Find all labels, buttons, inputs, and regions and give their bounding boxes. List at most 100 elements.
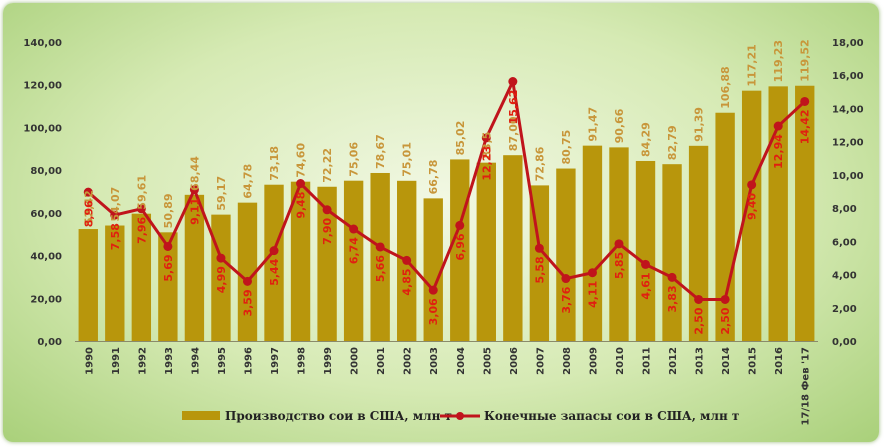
bar-data-label: 75,01 (401, 142, 414, 177)
bar (317, 186, 337, 341)
x-tick-label: 1991 (111, 347, 122, 375)
line-data-label: 12,23 (480, 146, 493, 181)
bar-data-label: 72,22 (321, 148, 334, 183)
x-tick-label: 1994 (190, 347, 201, 375)
line-point (322, 205, 332, 215)
y-left-tick-label: 40,00 (30, 252, 62, 263)
line-point (614, 239, 624, 249)
y-right-tick-label: 0,00 (832, 337, 857, 348)
bars-series (78, 85, 815, 341)
line-data-label: 9,40 (746, 193, 759, 220)
line-data-label: 6,74 (348, 237, 361, 264)
bar-data-label: 72,86 (533, 146, 546, 181)
x-tick-label: 2007 (535, 347, 546, 375)
legend-line-marker (456, 412, 464, 420)
bar (635, 160, 656, 341)
bar-data-label: 90,66 (613, 108, 626, 143)
bar-data-label: 59,61 (135, 175, 148, 210)
x-tick-label: 2008 (562, 347, 573, 375)
y-right-tick-label: 2,00 (832, 304, 857, 315)
line-data-label: 15,62 (507, 90, 520, 125)
y-left-tick-label: 80,00 (30, 166, 62, 177)
line-point (641, 259, 651, 269)
line-data-label: 9,11 (188, 198, 201, 225)
bar-data-label: 83,5 (480, 132, 493, 159)
line-point (269, 246, 279, 256)
line-data-labels: 8,96 7,58 7,96 5,69 9,11 4,99 3,59 5,44 9,48 7,90… (82, 90, 811, 335)
x-tick-label: 2010 (615, 347, 626, 375)
bar-data-label: 54,07 (109, 187, 122, 222)
y-right-tick-label: 18,00 (832, 38, 864, 49)
line-data-label: 3,83 (666, 285, 679, 312)
bar-data-label: 68,44 (188, 156, 201, 191)
line-data-label: 4,85 (401, 268, 414, 295)
line-data-label: 2,50 (693, 307, 706, 334)
x-tick-label: 2009 (588, 347, 599, 375)
x-tick-label: 2011 (642, 347, 653, 375)
x-tick-label: 2002 (403, 347, 414, 375)
y-right-tick-label: 4,00 (832, 271, 857, 282)
line-point (163, 241, 173, 251)
line-point (508, 77, 518, 87)
bar (768, 86, 788, 341)
bar-data-label: 91,39 (693, 107, 706, 142)
line-point (136, 204, 146, 214)
legend-line-label: Конечные запасы сои в США, млн т (484, 409, 739, 423)
line-data-label: 6,96 (454, 233, 467, 260)
x-tick-label: 2014 (721, 347, 732, 375)
line-data-label: 3,06 (427, 298, 440, 325)
bar (264, 184, 284, 341)
x-tick-label: 2005 (482, 347, 493, 375)
left-axis: 0,00 20,00 40,00 60,00 80,00 100,00 120,00 140,… (23, 38, 62, 348)
x-tick-label: 1997 (270, 347, 281, 375)
bar-data-label: 50,89 (162, 194, 175, 229)
y-right-tick-label: 6,00 (832, 237, 857, 248)
y-right-tick-label: 8,00 (832, 204, 857, 215)
bar-data-label: 59,17 (215, 176, 228, 211)
line-data-label: 4,61 (640, 272, 653, 299)
bar-data-label: 119,52 (799, 39, 812, 81)
y-left-tick-label: 100,00 (23, 123, 62, 134)
line-point (242, 276, 252, 286)
x-tick-label: 2015 (748, 347, 759, 375)
bar (582, 145, 603, 341)
line-data-label: 5,85 (613, 252, 626, 279)
line-data-label: 3,76 (560, 286, 573, 313)
line-point (773, 121, 783, 131)
bar-data-label: 119,23 (772, 40, 785, 82)
line-point (189, 185, 199, 195)
x-tick-label: 2006 (509, 347, 520, 375)
x-tick-label: 2012 (668, 347, 679, 375)
bar-data-label: 84,29 (640, 122, 653, 157)
legend: Производство сои в США, млн т Конечные з… (182, 409, 739, 423)
y-right-tick-label: 10,00 (832, 171, 864, 182)
bar (290, 181, 311, 341)
line-point (216, 253, 226, 263)
bar (158, 232, 178, 341)
line-point (83, 187, 93, 197)
bar-data-label: 75,06 (348, 142, 361, 177)
line-data-label: 7,96 (135, 216, 148, 243)
line-data-label: 9,48 (295, 192, 308, 219)
legend-bar-label: Производство сои в США, млн т (225, 409, 452, 423)
line-data-label: 7,58 (109, 223, 122, 250)
bar-data-label: 66,78 (427, 160, 440, 195)
x-tick-label: 2013 (695, 347, 706, 375)
bar (423, 198, 443, 341)
line-data-label: 5,66 (374, 255, 387, 282)
y-left-tick-label: 140,00 (23, 38, 62, 49)
bar-data-label: 117,21 (746, 44, 759, 86)
bar (556, 168, 576, 341)
line-point (481, 133, 491, 143)
x-tick-label: 1993 (164, 347, 175, 375)
line-point (561, 274, 571, 284)
bar-data-label: 106,88 (719, 66, 732, 108)
line-point (375, 242, 385, 252)
y-right-tick-label: 14,00 (832, 104, 864, 115)
line-data-label: 7,90 (321, 217, 334, 244)
line-path (87, 80, 806, 301)
bar (503, 155, 523, 341)
x-tick-label: 1990 (84, 347, 95, 375)
bar-data-label: 91,47 (586, 107, 599, 142)
